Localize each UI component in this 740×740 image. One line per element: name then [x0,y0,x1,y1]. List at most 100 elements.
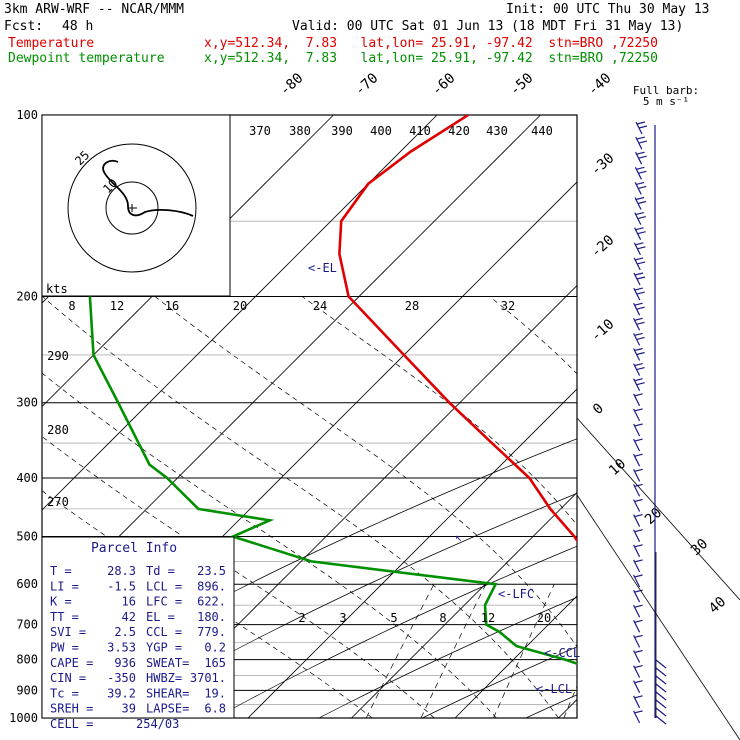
dry-adiabat-line [422,646,577,718]
wind-barb [634,514,643,518]
pressure-tick-label: 100 [16,108,38,122]
wind-barb [634,665,643,669]
valid-time: Valid: 00 UTC Sat 01 Jun 13 (18 MDT Fri … [292,19,684,34]
parcel-param-value: -350 [107,671,136,685]
wind-barb [634,302,643,306]
temperature-curve [338,115,577,543]
barb-legend-title: Full barb: [633,84,699,97]
parcel-param-value: 23.5 [197,564,226,578]
parcel-param-value: 6.8 [204,702,226,716]
hodograph-units-label: kts [46,282,68,296]
level-annotation: <-LFC [498,587,534,601]
forecast-hour: 48 h [62,19,94,34]
theta-tick-label: 400 [370,124,392,138]
theta-tick-label: 430 [486,124,508,138]
wind-barb [635,196,645,201]
wind-barb [636,276,646,280]
wind-barb [634,634,643,638]
moist-adiabat-line [301,296,577,526]
moist-adiabat-line [154,296,577,648]
theta-tick-label: 370 [249,124,271,138]
theta-tick-label: 410 [409,124,431,138]
level-annotation: <-EL [308,261,337,275]
isotherm-line [351,491,577,718]
parcel-param-value: 2.5 [114,625,136,639]
dry-adiabat-line [733,118,740,718]
wind-barb [634,544,643,548]
moist-adiabat-line [42,436,435,718]
parcel-param-value: 254/03 [136,717,179,731]
isotherm-line [558,698,577,718]
mixing-ratio-line [365,584,435,718]
wind-barb [634,332,643,336]
mixing-ratio-line [420,584,487,718]
moist-adiabat-line [489,296,577,375]
parcel-info-title: Parcel Info [91,541,177,556]
hodograph-trace [102,159,194,217]
wind-barb [638,140,647,144]
isotherm-tick-label: 0 [590,400,607,418]
parcel-param-value: 3.53 [107,641,136,655]
parcel-param-value: 180. [197,610,226,624]
wind-barb [634,468,643,472]
parcel-param-label: K = [50,595,72,609]
wind-barb [634,378,643,382]
parcel-param-value: 779. [197,625,226,639]
pressure-tick-label: 800 [16,653,38,667]
parcel-param-label: PW = [50,641,79,655]
wind-barb [634,529,643,533]
theta-tick-label: 290 [47,349,69,363]
mixing-ratio-tick-label: 8 [439,611,446,625]
wind-barb [638,125,648,129]
parcel-param-label: LFC = [146,595,182,609]
wind-barb [634,317,643,321]
mixing-ratio-tick-label: 16 [165,299,179,313]
wind-barb [634,604,643,608]
isotherm-tick-label: -30 [588,150,618,179]
wind-barb [634,483,643,487]
isotherm-tick-label: 30 [688,536,711,559]
wind-barb [634,680,643,684]
wind-barb [634,453,643,457]
isotherm-extension [576,417,740,601]
wind-barb [634,710,643,714]
isotherm-tick-label: 10 [606,456,629,479]
pressure-tick-label: 200 [16,290,38,304]
isotherm-line [247,388,577,718]
theta-tick-label: 440 [531,124,553,138]
wind-barb [636,291,645,295]
parcel-param-value: 39 [122,702,136,716]
wind-barb [636,121,646,125]
wind-barb [638,155,647,159]
pressure-tick-label: 900 [16,683,38,697]
hodograph-ring-outer [67,143,197,273]
parcel-param-label: LAPSE= [146,702,189,716]
isotherm-line [42,115,438,511]
isotherm-tick-label: -50 [507,70,537,99]
wind-barb [636,306,645,310]
wind-barb [634,498,643,503]
parcel-param-label: CCL = [146,625,182,639]
wind-barb [634,393,643,397]
wind-barb [655,659,667,669]
wind-barb [634,272,644,276]
isotherm-tick-label: -80 [277,70,307,99]
pressure-tick-label: 400 [16,471,38,485]
wind-barb [634,559,643,563]
pressure-tick-label: 700 [16,618,38,632]
isotherm-line [144,284,577,718]
isotherm-line [454,595,577,718]
isotherm-line [42,115,334,408]
parcel-param-label: CIN = [50,671,86,685]
parcel-param-value: 28.3 [107,564,136,578]
wind-marker: ↖ [455,530,462,544]
isotherm-tick-label: 20 [642,505,665,528]
pressure-tick-label: 500 [16,529,38,543]
parcel-param-value: 3701. [190,671,226,685]
wind-barb [637,261,646,265]
parcel-param-label: LI = [50,579,79,593]
isotherm-tick-label: -20 [588,232,618,261]
parcel-param-value: 896. [197,579,226,593]
hodograph-ring-inner [105,181,159,235]
